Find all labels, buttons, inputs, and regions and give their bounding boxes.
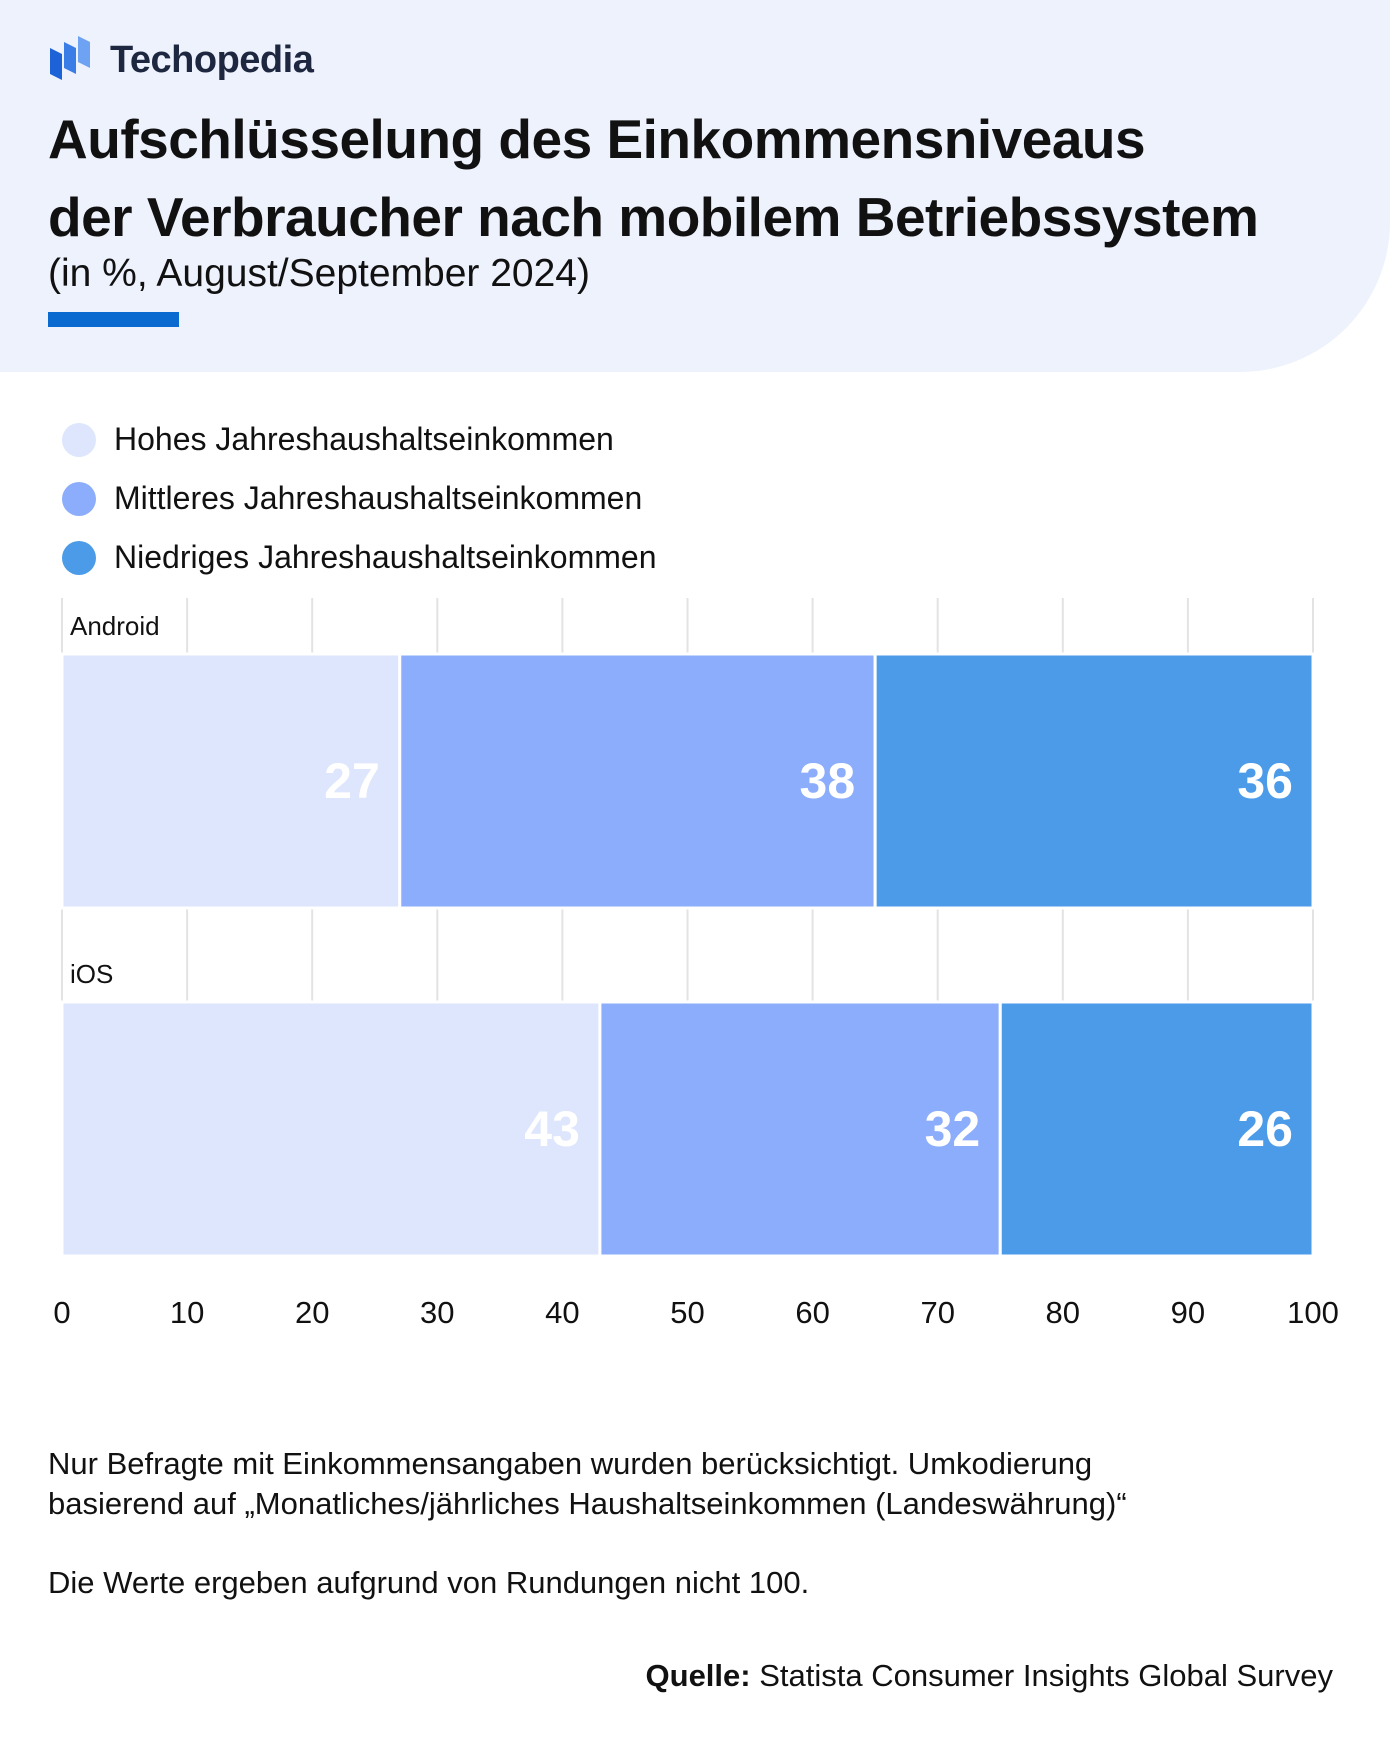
title-line-2: der Verbraucher nach mobilem Betriebssys… — [48, 186, 1259, 248]
x-tick-label-60: 60 — [795, 1295, 829, 1330]
source-credit: Quelle: Statista Consumer Insights Globa… — [646, 1658, 1333, 1694]
legend-swatch-high — [62, 422, 96, 457]
chart-legend: Hohes Jahreshaushaltseinkommen Mittleres… — [62, 410, 657, 587]
legend-item-high: Hohes Jahreshaushaltseinkommen — [62, 410, 657, 469]
source-text: Statista Consumer Insights Global Survey — [759, 1658, 1333, 1693]
page-subtitle: (in %, August/September 2024) — [48, 252, 590, 295]
header-background — [0, 0, 1390, 372]
x-tick-label-30: 30 — [420, 1295, 454, 1330]
data-label-ios-series-0: 43 — [524, 1101, 580, 1157]
title-line-1: Aufschlüsselung des Einkommensniveaus — [48, 108, 1146, 170]
bar-ios-series-0 — [60, 1000, 602, 1258]
page-title: Aufschlüsselung des Einkommensniveaus de… — [48, 100, 1358, 256]
x-tick-label-10: 10 — [170, 1295, 204, 1330]
legend-label-high: Hohes Jahreshaushaltseinkommen — [114, 421, 614, 457]
bar-ios-series-2 — [998, 1000, 1315, 1258]
legend-item-low: Niedriges Jahreshaushaltseinkommen — [62, 528, 657, 587]
data-label-android-series-1: 38 — [800, 753, 856, 809]
data-label-ios-series-2: 26 — [1237, 1101, 1293, 1157]
techopedia-logo-icon — [50, 36, 90, 80]
legend-item-medium: Mittleres Jahreshaushaltseinkommen — [62, 469, 657, 528]
title-accent-bar — [48, 312, 179, 327]
footnote-line-2: basierend auf „Monatliches/jährliches Ha… — [48, 1486, 1127, 1521]
category-label-ios: iOS — [70, 959, 113, 989]
data-label-android-series-2: 36 — [1237, 753, 1293, 809]
category-label-android: Android — [70, 611, 160, 641]
legend-swatch-medium — [62, 481, 96, 516]
x-tick-label-70: 70 — [920, 1295, 954, 1330]
data-label-android-series-0: 27 — [324, 753, 380, 809]
x-tick-label-100: 100 — [1287, 1295, 1339, 1330]
bar-android-series-2 — [873, 652, 1315, 910]
brand-name: Techopedia — [110, 38, 314, 81]
legend-label-medium: Mittleres Jahreshaushaltseinkommen — [114, 480, 643, 516]
data-label-ios-series-1: 32 — [925, 1101, 981, 1157]
legend-label-low: Niedriges Jahreshaushaltseinkommen — [114, 539, 657, 575]
x-tick-label-80: 80 — [1046, 1295, 1080, 1330]
x-tick-label-20: 20 — [295, 1295, 329, 1330]
footnote-income: Nur Befragte mit Einkommensangaben wurde… — [48, 1444, 1348, 1524]
footnote-line-1: Nur Befragte mit Einkommensangaben wurde… — [48, 1446, 1093, 1481]
source-label: Quelle: — [645, 1658, 751, 1693]
footnote-rounding: Die Werte ergeben aufgrund von Rundungen… — [48, 1565, 810, 1600]
x-tick-label-90: 90 — [1171, 1295, 1205, 1330]
legend-swatch-low — [62, 540, 96, 575]
x-tick-label-40: 40 — [545, 1295, 579, 1330]
x-tick-label-50: 50 — [670, 1295, 704, 1330]
brand[interactable]: Techopedia — [48, 34, 314, 86]
stacked-bar-chart: Android 27 38 36 iOS 43 32 26 0 10 20 30 40 50 60 70 80 9… — [53, 598, 1339, 1330]
x-tick-label-0: 0 — [53, 1295, 70, 1330]
